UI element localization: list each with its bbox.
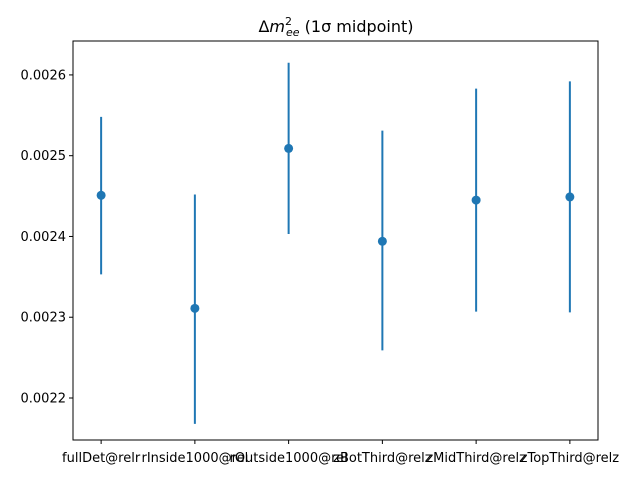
x-tick-label: zTopThird@relz [521, 451, 620, 466]
y-tick-label: 0.0024 [21, 230, 67, 245]
y-tick-label: 0.0023 [21, 311, 67, 326]
y-axis: 0.0022 0.0023 0.0024 0.0025 0.0026 [21, 68, 73, 407]
plot-area [96, 62, 575, 424]
data-point [565, 192, 575, 202]
axes-frame [72, 40, 599, 441]
data-point [190, 303, 200, 313]
y-tick-label: 0.0022 [21, 392, 67, 407]
y-tick-label: 0.0025 [21, 149, 67, 164]
data-point [471, 195, 481, 205]
x-tick-label: zBotThird@relz [333, 451, 432, 466]
x-axis: fullDet@relr rInside1000@relrOutside1000@… [62, 440, 619, 466]
data-point [377, 236, 387, 246]
x-tick-label: rInside1000@rel [141, 451, 248, 466]
chart-title: Δm2 ee (1σ midpoint) [258, 15, 413, 39]
y-tick-label: 0.0026 [21, 68, 67, 83]
data-point [96, 190, 106, 200]
x-tick-label: fullDet@relr [62, 451, 141, 466]
data-point [284, 143, 294, 153]
x-tick-label: zMidThird@relz [426, 451, 526, 466]
x-tick-label: rOutside1000@rel [229, 451, 347, 466]
